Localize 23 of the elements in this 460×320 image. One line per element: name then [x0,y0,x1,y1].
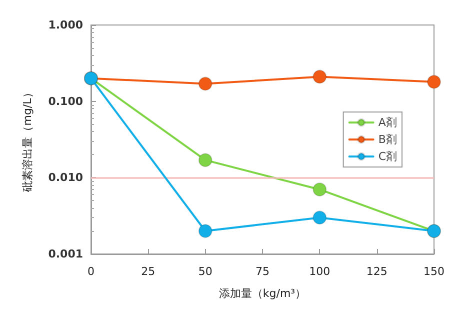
x-axis-title: 添加量（kg/m³） [218,287,306,300]
point [198,153,212,168]
x-tick-label: 100 [309,265,330,278]
y-tick-label: 0.001 [48,248,83,260]
legend-label: B剤 [378,133,397,146]
y-axis-title: 砒素溶出量（mg/L） [21,87,34,193]
x-tick-label: 150 [424,265,444,278]
x-tick-label: 25 [141,265,156,278]
point [198,76,212,91]
y-tick-label: 1.000 [48,18,84,32]
legend-label: C剤 [378,150,398,163]
legend-label: A剤 [378,116,397,129]
point [312,210,327,225]
point [427,74,441,89]
x-tick-label: 75 [256,265,270,278]
point [198,224,212,238]
x-tick-label: 125 [366,265,388,278]
x-tick-label: 0 [88,265,94,278]
point [312,182,327,196]
point [312,70,327,84]
x-tick-label: 50 [198,265,212,278]
y-tick-label: 0.100 [48,94,84,108]
y-tick-label: 0.010 [48,171,84,184]
